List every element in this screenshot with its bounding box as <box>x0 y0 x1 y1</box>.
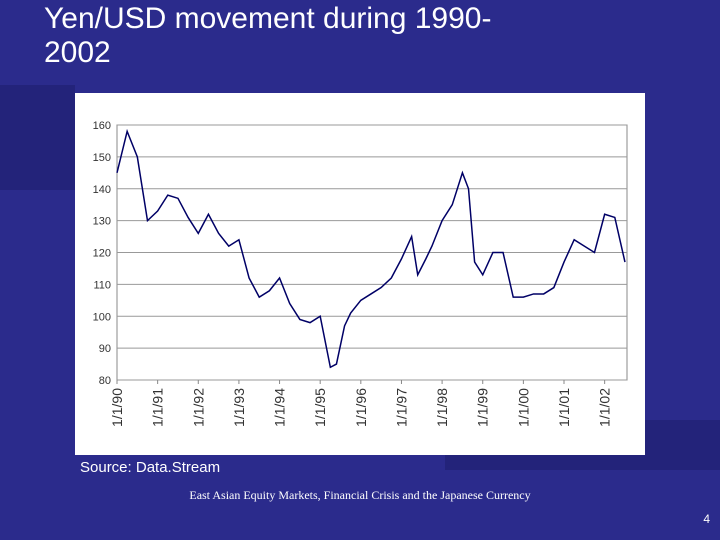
x-tick-label: 1/1/95 <box>312 388 328 427</box>
chart: 80 90 100 110 120 130 140 150 160 1/1/90 1/1/91 1/1… <box>93 120 628 427</box>
x-tick-label: 1/1/01 <box>556 388 572 427</box>
x-tick-label: 1/1/93 <box>231 388 247 427</box>
x-tick-label: 1/1/98 <box>434 388 450 427</box>
x-tick-label: 1/1/97 <box>393 388 409 427</box>
source-note: Source: Data.Stream <box>80 459 221 476</box>
slide-title: Yen/USD movement during 1990-2002 <box>44 2 492 69</box>
y-tick-label: 120 <box>93 248 111 260</box>
x-tick-label: 1/1/96 <box>353 388 369 427</box>
y-tick-label: 130 <box>93 216 111 228</box>
y-tick-label: 80 <box>99 375 111 387</box>
line-series <box>116 128 626 369</box>
y-tick-label: 110 <box>93 279 111 291</box>
decoration <box>0 85 75 190</box>
y-tick-label: 140 <box>93 184 111 196</box>
footer: East Asian Equity Markets, Financial Cri… <box>189 488 531 502</box>
y-tick-label: 90 <box>99 343 111 355</box>
x-tick-label: 1/1/00 <box>515 388 531 427</box>
x-tick-label: 1/1/90 <box>109 388 125 427</box>
x-tick-label: 1/1/99 <box>475 388 491 427</box>
x-tick-label: 1/1/91 <box>150 388 166 427</box>
x-tick-label: 1/1/02 <box>597 388 613 427</box>
page-number: 4 <box>703 512 710 526</box>
y-tick-label: 100 <box>93 311 111 323</box>
x-tick-label: 1/1/94 <box>272 388 288 427</box>
chart-box: 80 90 100 110 120 130 140 150 160 1/1/90 1/1/91 1/1… <box>75 93 645 455</box>
y-tick-label: 160 <box>93 120 111 132</box>
y-tick-label: 150 <box>93 152 111 164</box>
x-tick-label: 1/1/92 <box>190 388 206 427</box>
